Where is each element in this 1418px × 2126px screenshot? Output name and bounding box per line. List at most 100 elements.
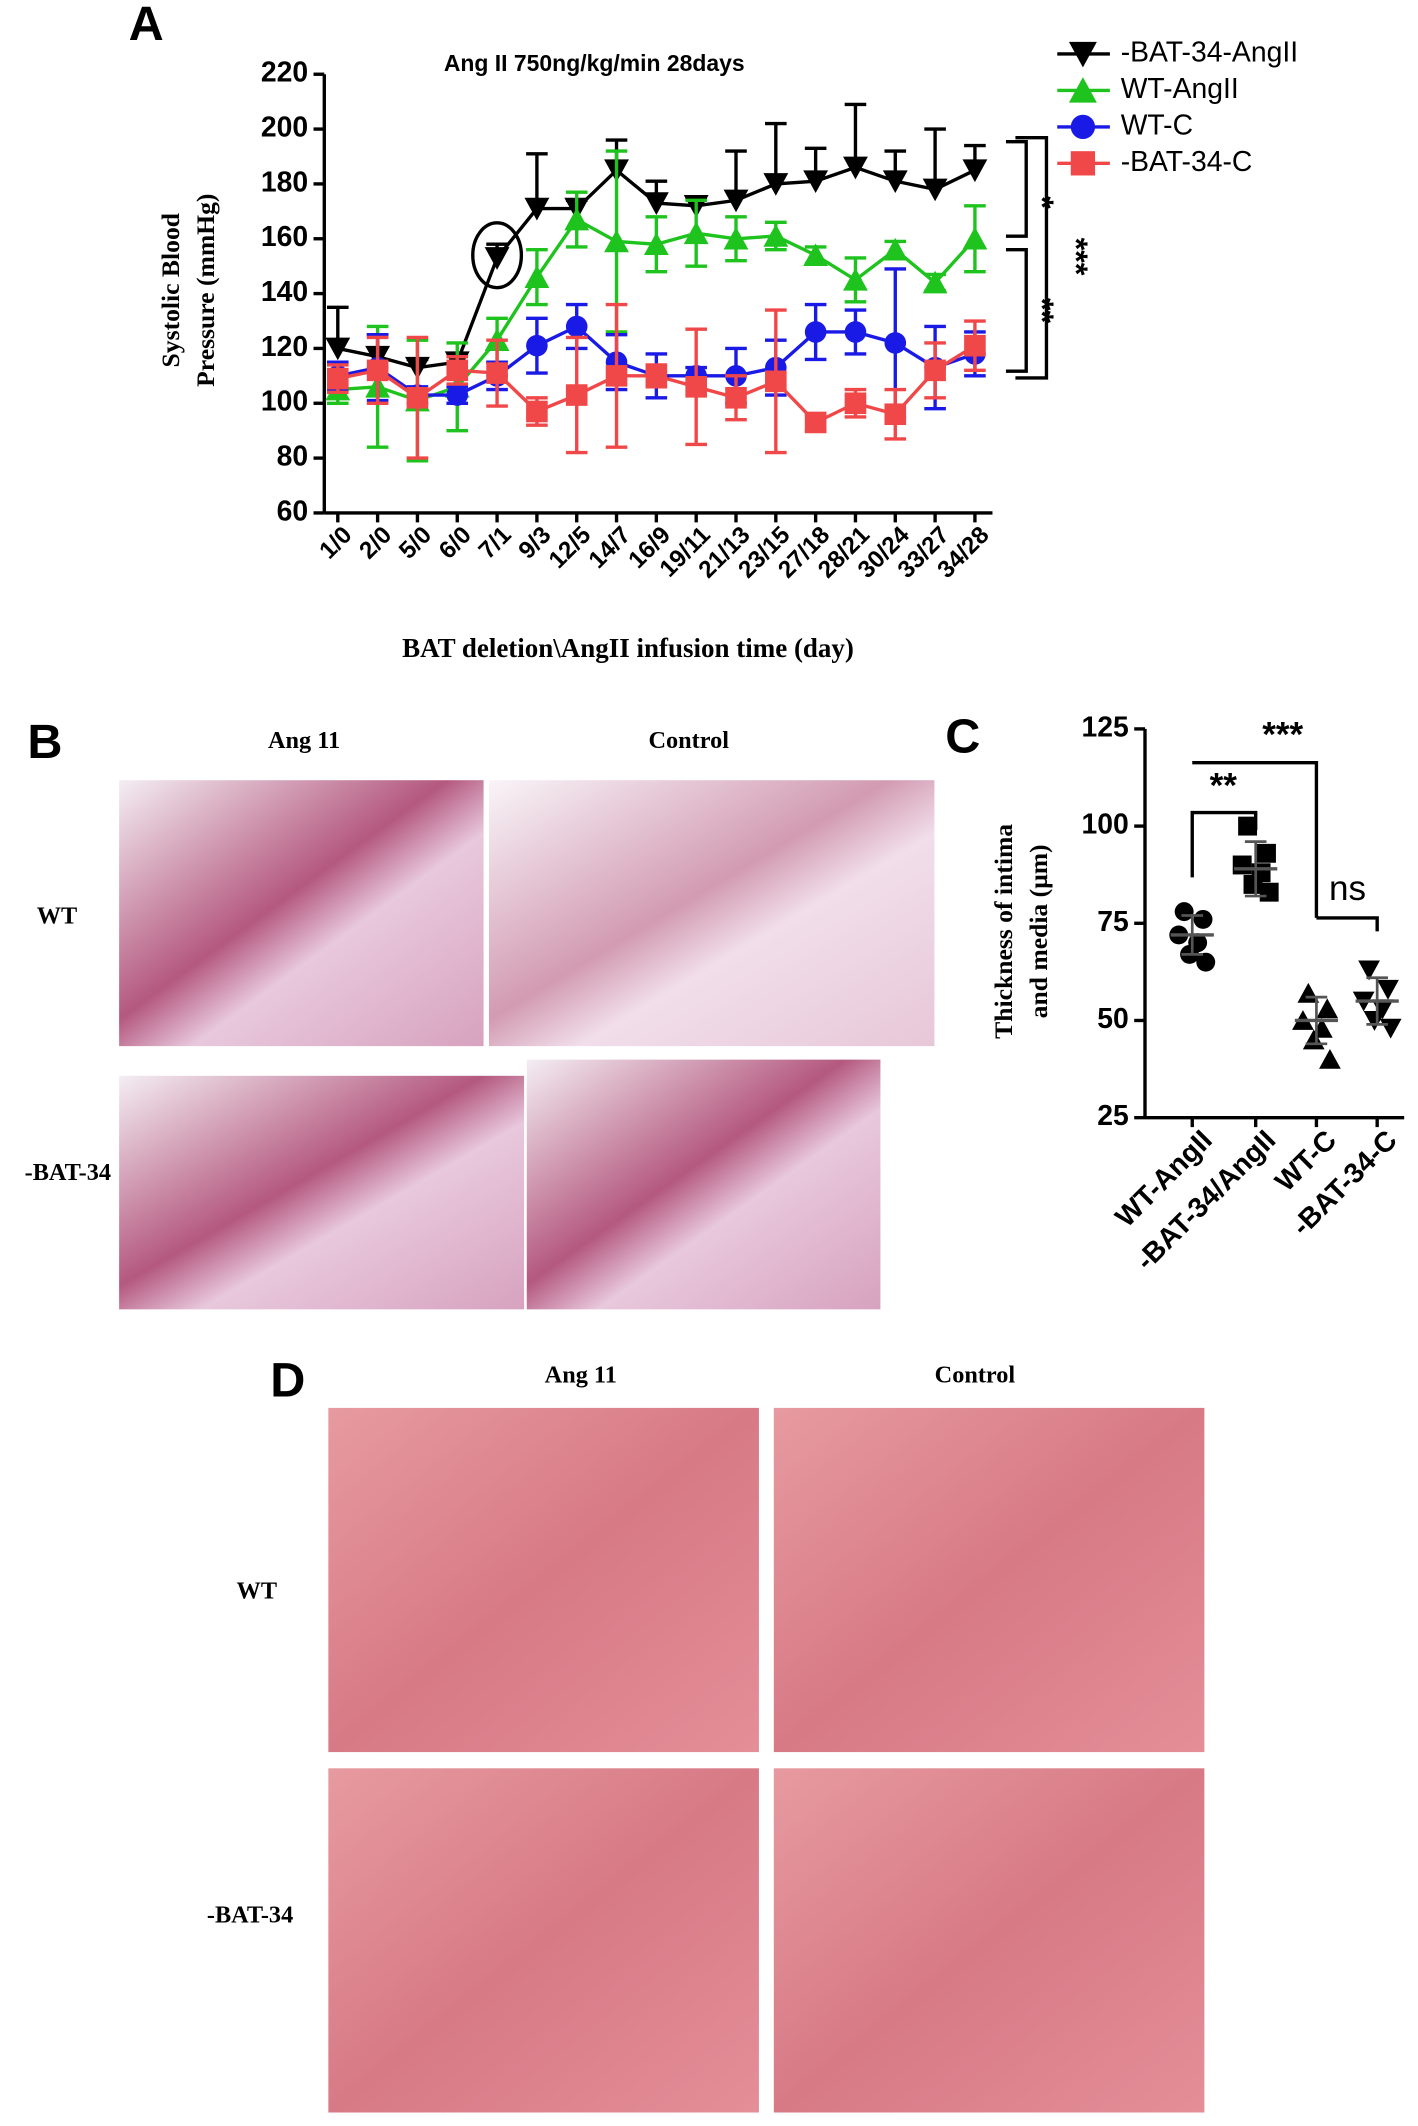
marker	[922, 178, 948, 202]
significance-label: **	[1024, 298, 1060, 324]
marker	[605, 365, 628, 387]
significance-bracket	[1005, 140, 1028, 238]
row-label: -BAT-34	[207, 1901, 293, 1928]
marker	[524, 265, 550, 288]
marker	[524, 197, 550, 221]
row-label: WT	[37, 902, 77, 929]
marker	[1377, 979, 1399, 1000]
marker	[564, 207, 590, 231]
panel-label: A	[129, 0, 164, 51]
micrographs	[119, 780, 1205, 2113]
marker	[924, 359, 946, 382]
marker	[804, 411, 827, 434]
marker	[843, 156, 868, 180]
marker	[723, 189, 749, 213]
significance-label: **	[1210, 767, 1238, 806]
marker	[1193, 909, 1213, 929]
marker	[844, 392, 867, 415]
y-tick-label: 25	[1097, 1100, 1129, 1132]
row-label: WT	[237, 1577, 277, 1604]
marker	[484, 247, 510, 270]
marker	[962, 159, 988, 183]
significance-label: ns	[1329, 869, 1366, 908]
marker	[1257, 843, 1276, 863]
significance-label: *	[1024, 196, 1060, 209]
legend-label: -BAT-34-AngII	[1121, 36, 1298, 68]
y-tick-label: 120	[261, 331, 308, 363]
marker	[803, 170, 829, 194]
y-tick-label: 60	[277, 495, 309, 527]
significance-bracket	[1190, 810, 1258, 878]
marker	[565, 315, 588, 338]
y-tick-label: 80	[277, 441, 309, 473]
y-tick-label: 180	[261, 166, 308, 198]
marker	[763, 173, 789, 196]
y-axis-label: Pressure (mmHg)	[191, 194, 220, 387]
y-tick-label: 100	[261, 386, 308, 418]
column-label: Ang 11	[268, 727, 340, 754]
marker	[685, 376, 707, 398]
y-tick-label: 140	[261, 276, 308, 308]
y-tick-label: 75	[1097, 906, 1129, 938]
marker	[486, 362, 508, 384]
marker	[446, 384, 469, 406]
marker	[803, 243, 829, 267]
significance-label: ***	[1262, 715, 1303, 754]
marker	[1070, 114, 1096, 140]
marker	[922, 270, 948, 294]
x-tick-label: 12/5	[544, 522, 597, 575]
marker	[446, 359, 469, 382]
marker	[723, 226, 749, 250]
panel-label: C	[945, 710, 980, 764]
marker	[326, 367, 349, 390]
significance-bracket	[1005, 248, 1028, 373]
x-tick-label: 14/7	[584, 522, 637, 575]
micrograph	[119, 1075, 525, 1310]
x-tick-label: 1/0	[314, 522, 357, 565]
marker	[1259, 882, 1279, 902]
column-label: Control	[649, 727, 730, 754]
marker	[643, 192, 669, 215]
x-tick-label: 2/0	[354, 522, 397, 565]
marker	[526, 400, 548, 423]
marker	[526, 334, 548, 357]
chart-title: Ang II 750ng/kg/min 28days	[444, 50, 745, 76]
micrograph	[328, 1768, 759, 2113]
marker	[725, 386, 747, 409]
marker	[1068, 77, 1097, 103]
marker	[604, 229, 629, 253]
x-axis-label: BAT deletion\AngII infusion time (day)	[402, 633, 854, 663]
marker	[1232, 855, 1252, 875]
marker	[884, 332, 907, 354]
marker	[1174, 902, 1194, 922]
micrograph	[773, 1407, 1205, 1753]
marker	[1358, 960, 1380, 981]
micrograph	[773, 1768, 1205, 2113]
x-tick-label: 6/0	[434, 522, 477, 565]
marker	[884, 403, 907, 426]
marker	[325, 337, 351, 361]
marker	[964, 334, 986, 357]
panel-label: D	[270, 1353, 305, 1407]
y-tick-label: 220	[261, 57, 308, 89]
micrograph	[526, 1059, 881, 1310]
y-axis-label: and media (μm)	[1024, 844, 1053, 1018]
marker	[763, 224, 789, 247]
marker	[645, 365, 668, 387]
y-tick-label: 160	[261, 221, 308, 253]
marker	[643, 232, 669, 256]
marker	[683, 221, 709, 245]
column-label: Control	[935, 1361, 1016, 1388]
significance-label: ***	[1058, 238, 1094, 276]
x-tick-label: 5/0	[394, 522, 437, 565]
legend-label: WT-AngII	[1121, 73, 1239, 105]
marker	[1068, 41, 1097, 68]
y-tick-label: 200	[261, 112, 308, 144]
legend-label: -BAT-34-C	[1121, 146, 1253, 178]
marker	[366, 359, 389, 382]
marker	[1196, 952, 1216, 972]
legend-label: WT-C	[1121, 109, 1193, 141]
significance-bracket	[1192, 760, 1379, 932]
